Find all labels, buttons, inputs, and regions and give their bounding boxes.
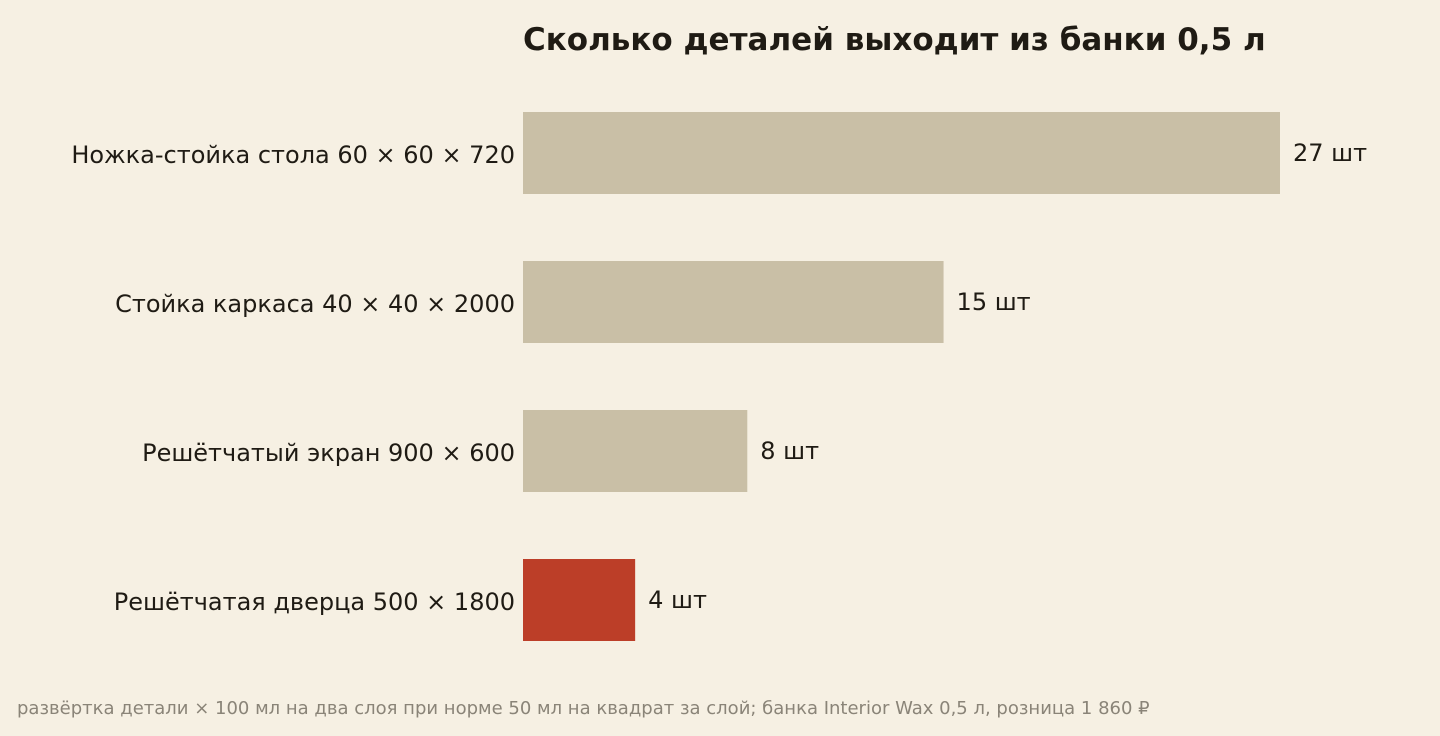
chart-footnote: развёртка детали × 100 мл на два слоя пр… <box>17 698 1150 719</box>
category-label-3: Решётчатый экран 900 × 600 <box>142 439 515 467</box>
value-label-2: 15 шт <box>957 288 1031 316</box>
value-label-4: 4 шт <box>648 586 707 614</box>
value-label-3: 8 шт <box>760 437 819 465</box>
category-label-1: Ножка-стойка стола 60 × 60 × 720 <box>71 141 515 169</box>
bars-group: Ножка-стойка стола 60 × 60 × 720 27 шт Сто… <box>71 112 1367 641</box>
bar-4 <box>523 559 636 641</box>
value-label-1: 27 шт <box>1293 139 1367 167</box>
category-label-2: Стойка каркаса 40 × 40 × 2000 <box>115 290 515 318</box>
chart-title: Сколько деталей выходит из банки 0,5 л <box>523 22 1266 58</box>
category-label-4: Решётчатая дверца 500 × 1800 <box>114 588 515 616</box>
bar-2 <box>523 261 944 343</box>
bar-1 <box>523 112 1280 194</box>
bar-3 <box>523 410 748 492</box>
